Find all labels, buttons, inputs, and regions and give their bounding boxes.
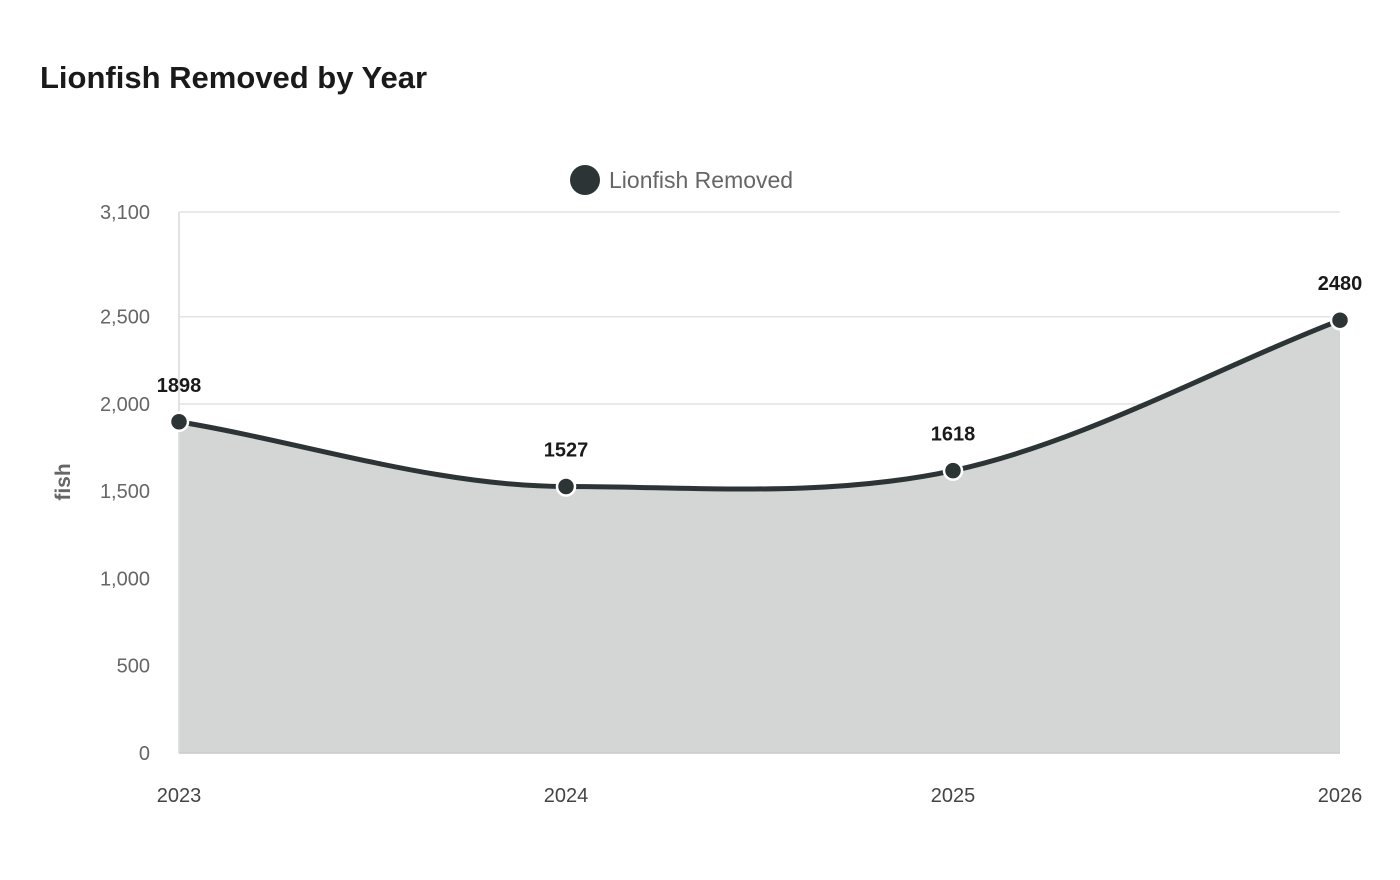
series-line <box>176 317 1343 492</box>
axes: 0 500 1,000 1,500 2,000 2,500 3,100 2023 2024 202… <box>52 202 1362 807</box>
y-tick-label: 1,000 <box>100 568 150 590</box>
legend-marker[interactable] <box>570 165 600 195</box>
y-tick-label: 1,500 <box>100 481 150 503</box>
chart-title: Lionfish Removed by Year <box>40 60 428 95</box>
series-area <box>179 320 1340 753</box>
x-tick-label: 2024 <box>544 785 589 807</box>
data-points <box>168 309 1351 497</box>
y-tick-label: 0 <box>139 743 150 765</box>
data-label: 1527 <box>544 440 589 462</box>
data-label: 2480 <box>1318 273 1363 295</box>
data-point[interactable] <box>1329 309 1351 331</box>
y-axis-title: fish <box>52 463 75 500</box>
legend[interactable]: Lionfish Removed <box>570 165 793 195</box>
x-tick-label: 2025 <box>931 785 976 807</box>
x-tick-label: 2023 <box>157 785 202 807</box>
y-tick-label: 2,000 <box>100 394 150 416</box>
data-labels: 1898 1527 1618 2480 <box>157 273 1363 461</box>
series-line-layer <box>176 317 1343 492</box>
data-point[interactable] <box>942 460 964 481</box>
data-point[interactable] <box>168 411 190 433</box>
data-point[interactable] <box>555 476 577 497</box>
y-tick-label: 500 <box>117 656 150 678</box>
x-tick-label: 2026 <box>1318 785 1363 807</box>
data-label: 1898 <box>157 375 202 397</box>
legend-label[interactable]: Lionfish Removed <box>609 167 793 193</box>
area-layer <box>179 320 1340 753</box>
y-tick-label: 2,500 <box>100 307 150 329</box>
data-label: 1618 <box>931 424 976 446</box>
y-tick-label: 3,100 <box>100 202 150 224</box>
